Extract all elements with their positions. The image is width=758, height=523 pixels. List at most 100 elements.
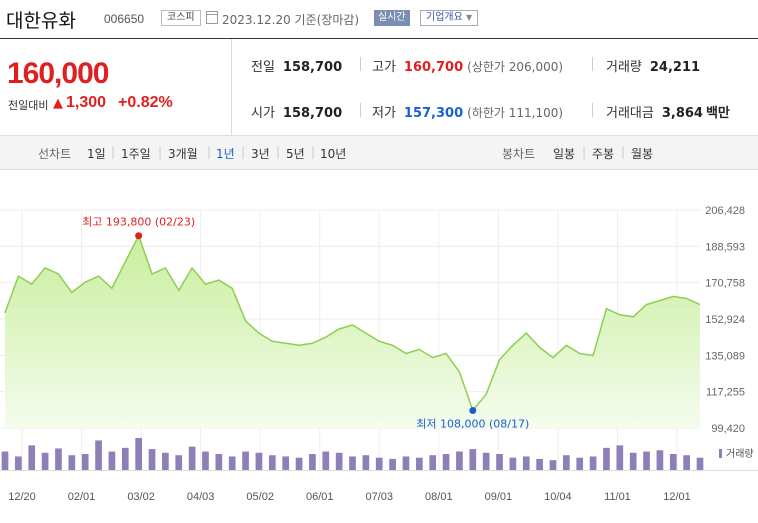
realtime-button[interactable]: 실시간 bbox=[374, 10, 410, 26]
volume-bar bbox=[282, 456, 290, 470]
volume-bar bbox=[389, 458, 396, 470]
high-annotation: 최고 193,800 (02/23) bbox=[82, 216, 195, 229]
separator: | bbox=[241, 145, 246, 159]
line-chart-label: 선차트 bbox=[38, 147, 72, 161]
volume-bar bbox=[162, 452, 169, 470]
y-tick-label: 135,089 bbox=[705, 350, 745, 362]
open-label: 시가 bbox=[251, 106, 275, 121]
low-point bbox=[469, 407, 477, 415]
chevron-down-icon: ▼ bbox=[466, 13, 473, 22]
volume-bar bbox=[696, 457, 704, 470]
price-line bbox=[4, 233, 701, 413]
volume-bar bbox=[309, 454, 316, 470]
separator: | bbox=[276, 145, 281, 159]
candle-weekly[interactable]: 주봉 bbox=[592, 147, 615, 161]
upper-limit: (상한가 206,000) bbox=[467, 60, 564, 74]
market-badge: 코스피 bbox=[161, 10, 201, 26]
up-triangle-icon: ▲ bbox=[53, 96, 63, 111]
high-point bbox=[135, 232, 143, 240]
company-overview-dropdown[interactable]: 기업개요 ▼ bbox=[420, 10, 479, 26]
volume-bar bbox=[429, 455, 437, 470]
volume-bar bbox=[148, 449, 156, 470]
volume-bar bbox=[55, 448, 62, 470]
stat-volume: 거래량 24,211 bbox=[606, 56, 700, 75]
y-tick-label: 188,593 bbox=[705, 241, 745, 253]
separator: | bbox=[158, 145, 163, 159]
volume-bar bbox=[549, 460, 557, 470]
x-tick-label: 11/01 bbox=[604, 491, 631, 503]
stock-header: 대한유화 006650 코스피 2023.12.20 기준(장마감) 실시간 기… bbox=[0, 0, 758, 38]
price-chart: 206,428 188,593 170,758 152,924 135,089 117,2… bbox=[0, 170, 758, 519]
prev-close-label: 전일 bbox=[251, 60, 275, 75]
volume-bar bbox=[242, 451, 249, 470]
open-value: 158,700 bbox=[282, 106, 343, 121]
low-annotation: 최저 108,000 (08/17) bbox=[416, 418, 529, 431]
volume-bar bbox=[456, 451, 463, 470]
x-tick-label: 03/02 bbox=[127, 491, 155, 503]
volume-bar bbox=[28, 445, 36, 470]
volume-bar bbox=[669, 454, 677, 470]
volume-bar bbox=[643, 451, 650, 470]
period-1d[interactable]: 1일 bbox=[87, 147, 106, 161]
separator: | bbox=[582, 145, 587, 159]
volume-bar bbox=[629, 452, 637, 470]
volume-bar bbox=[509, 457, 517, 470]
prev-close-value: 158,700 bbox=[282, 60, 343, 75]
lower-limit: (하한가 111,100) bbox=[467, 106, 564, 120]
stat-prev-close: 전일 158,700 bbox=[251, 56, 342, 75]
candle-monthly[interactable]: 월봉 bbox=[631, 147, 654, 161]
period-3y[interactable]: 3년 bbox=[251, 147, 270, 161]
volume-bar bbox=[1, 451, 9, 470]
period-1w[interactable]: 1주일 bbox=[121, 147, 151, 161]
volume-bar bbox=[469, 449, 477, 470]
y-tick-label: 99,420 bbox=[711, 423, 745, 435]
volume-bar bbox=[81, 454, 89, 470]
volume-bar bbox=[375, 457, 383, 470]
amount-label: 거래대금 bbox=[606, 106, 654, 121]
divider bbox=[360, 57, 361, 71]
x-tick-label: 05/02 bbox=[246, 491, 274, 503]
stock-code: 006650 bbox=[104, 12, 145, 26]
volume-bar bbox=[68, 455, 76, 470]
y-tick-label: 170,758 bbox=[705, 278, 745, 290]
divider bbox=[592, 103, 593, 117]
volume-bar bbox=[536, 458, 543, 470]
price-area bbox=[5, 235, 700, 428]
divider bbox=[360, 103, 361, 117]
x-tick-label: 02/01 bbox=[68, 491, 96, 503]
change-percent: +0.82% bbox=[118, 94, 173, 111]
volume-bar bbox=[228, 456, 236, 470]
period-1y[interactable]: 1년 bbox=[216, 147, 235, 161]
period-10y[interactable]: 10년 bbox=[320, 147, 347, 161]
volume-bar bbox=[95, 440, 102, 470]
period-bar: 선차트 1일 | 1주일 | 3개월 | 1년 | 3년 | 5년 | 10년 … bbox=[0, 135, 758, 170]
stat-trading-amount: 거래대금 3,864 백만 bbox=[606, 102, 730, 121]
volume-bar bbox=[563, 455, 570, 470]
volume-bar bbox=[402, 456, 410, 470]
candle-daily[interactable]: 일봉 bbox=[553, 147, 576, 161]
volume-bar bbox=[683, 455, 690, 470]
period-3m[interactable]: 3개월 bbox=[168, 147, 198, 161]
volume-bar bbox=[576, 457, 584, 470]
high-label: 고가 bbox=[372, 60, 396, 75]
x-tick-label: 12/20 bbox=[8, 491, 36, 503]
volume-bar bbox=[121, 447, 129, 470]
volume-bar bbox=[215, 454, 223, 470]
volume-bar bbox=[268, 455, 276, 470]
x-tick-label: 09/01 bbox=[485, 491, 513, 503]
volume-bar bbox=[135, 438, 142, 470]
price-chart-svg: 206,428 188,593 170,758 152,924 135,089 117,2… bbox=[0, 205, 758, 503]
separator: | bbox=[111, 145, 116, 159]
x-tick-label: 10/04 bbox=[544, 491, 572, 503]
quote-stats: 전일 158,700 고가 160,700 (상한가 206,000) 거래량 24,2… bbox=[232, 39, 758, 135]
change-value: 1,300 bbox=[66, 94, 107, 111]
price-box: 160,000 전일대비 ▲ 1,300 +0.82% bbox=[0, 39, 232, 135]
volume-bar bbox=[362, 455, 370, 470]
y-tick-label: 206,428 bbox=[705, 205, 745, 217]
volume-bar bbox=[496, 454, 503, 470]
company-overview-label: 기업개요 bbox=[426, 12, 463, 23]
y-tick-label: 152,924 bbox=[705, 314, 745, 326]
stat-low: 저가 157,300 (하한가 111,100) bbox=[372, 102, 563, 121]
period-5y[interactable]: 5년 bbox=[286, 147, 305, 161]
volume-bar bbox=[603, 447, 610, 470]
